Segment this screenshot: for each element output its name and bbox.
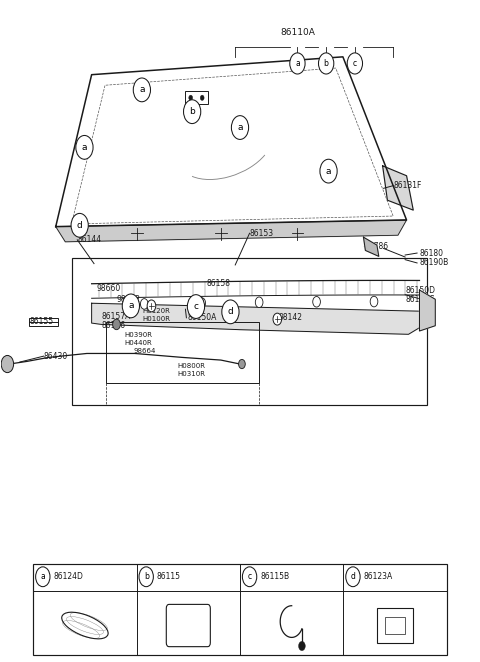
Circle shape: [370, 297, 378, 307]
Text: d: d: [228, 307, 233, 316]
Polygon shape: [420, 290, 435, 331]
Circle shape: [299, 641, 305, 651]
Circle shape: [113, 319, 120, 330]
Text: 86155: 86155: [29, 317, 54, 326]
Text: 86124D: 86124D: [53, 572, 83, 581]
Text: c: c: [353, 59, 357, 68]
Circle shape: [36, 567, 50, 587]
Circle shape: [290, 53, 305, 74]
Circle shape: [200, 95, 204, 101]
Circle shape: [231, 116, 249, 140]
Text: 86430: 86430: [44, 352, 68, 361]
Text: d: d: [77, 221, 83, 230]
Circle shape: [122, 294, 140, 318]
Text: a: a: [128, 301, 133, 310]
Circle shape: [273, 313, 282, 325]
Text: 86115B: 86115B: [260, 572, 289, 581]
Text: 86150D: 86150D: [405, 285, 435, 295]
Circle shape: [346, 567, 360, 587]
Text: b: b: [144, 572, 149, 581]
Text: 98142: 98142: [278, 313, 302, 322]
Circle shape: [1, 355, 13, 373]
Text: 86180: 86180: [420, 248, 444, 258]
Text: H0440R: H0440R: [124, 340, 152, 346]
Circle shape: [139, 567, 154, 587]
Text: H0310R: H0310R: [178, 371, 206, 377]
Bar: [33, 563, 447, 655]
Circle shape: [183, 100, 201, 124]
Text: a: a: [295, 59, 300, 68]
Text: H0100R: H0100R: [142, 316, 170, 322]
Text: 86156: 86156: [101, 320, 125, 330]
Text: d: d: [350, 572, 355, 581]
Bar: [185, 91, 208, 105]
Bar: [385, 617, 405, 634]
Circle shape: [239, 359, 245, 369]
Text: 86158: 86158: [206, 279, 230, 288]
Text: c: c: [193, 302, 198, 311]
Circle shape: [189, 95, 192, 101]
Bar: [106, 322, 259, 383]
Text: a: a: [139, 85, 144, 95]
Text: H0800R: H0800R: [178, 363, 206, 369]
Text: b: b: [189, 107, 195, 116]
Text: a: a: [82, 143, 87, 152]
Bar: [29, 318, 58, 326]
Circle shape: [222, 300, 239, 324]
Text: 98660: 98660: [96, 283, 120, 293]
Text: 86190B: 86190B: [420, 258, 449, 267]
Text: 86131F: 86131F: [393, 181, 421, 190]
Circle shape: [320, 160, 337, 183]
Circle shape: [76, 136, 93, 160]
Text: 86153: 86153: [250, 229, 274, 238]
Circle shape: [198, 298, 205, 308]
Text: 86157A: 86157A: [101, 312, 131, 321]
Circle shape: [255, 297, 263, 308]
Text: 87786: 87786: [364, 242, 389, 251]
Polygon shape: [383, 166, 413, 210]
Circle shape: [147, 300, 156, 312]
Circle shape: [187, 295, 204, 318]
Text: 86110A: 86110A: [280, 28, 315, 37]
Circle shape: [71, 213, 88, 237]
Text: a: a: [326, 167, 331, 175]
Text: 98142: 98142: [117, 295, 141, 305]
Bar: [377, 608, 413, 643]
Polygon shape: [363, 237, 379, 256]
Bar: [72, 258, 427, 405]
Circle shape: [133, 78, 151, 102]
Text: c: c: [248, 572, 252, 581]
Text: 86150A: 86150A: [187, 313, 217, 322]
Circle shape: [242, 567, 257, 587]
Circle shape: [141, 299, 148, 309]
Text: 86144: 86144: [77, 235, 101, 244]
Polygon shape: [56, 220, 407, 242]
Text: 86160C: 86160C: [405, 295, 434, 305]
Text: H0390R: H0390R: [124, 332, 152, 338]
Circle shape: [313, 297, 321, 307]
Polygon shape: [92, 303, 420, 334]
Circle shape: [347, 53, 362, 74]
Text: b: b: [324, 59, 329, 68]
Text: 98664: 98664: [134, 348, 156, 354]
Text: 86123A: 86123A: [363, 572, 393, 581]
Text: a: a: [237, 123, 243, 132]
Text: H0120R: H0120R: [142, 308, 170, 314]
Circle shape: [319, 53, 334, 74]
Text: a: a: [40, 572, 45, 581]
Text: 86115: 86115: [157, 572, 181, 581]
